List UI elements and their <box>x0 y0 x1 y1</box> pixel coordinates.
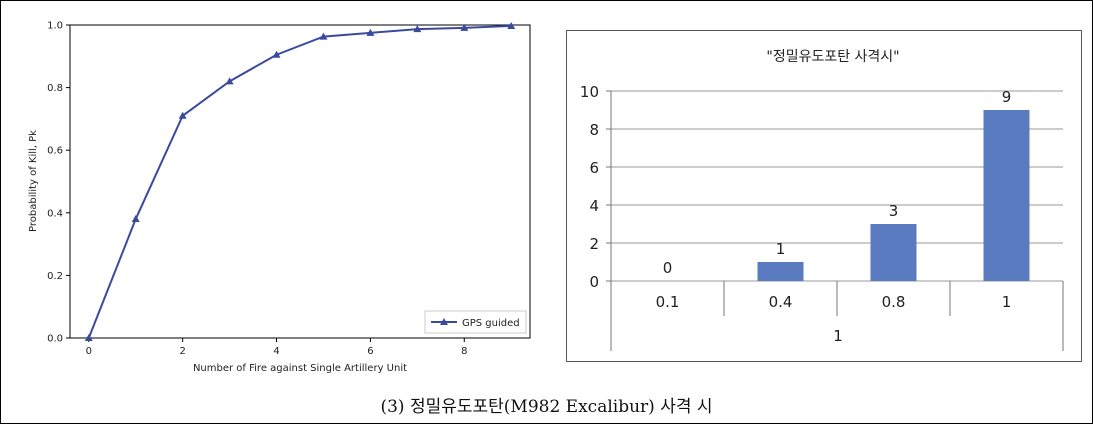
line-data-point <box>272 50 281 58</box>
line-ticks-group: 0 2 4 6 8 0.0 0.2 0.4 0.6 0.8 1.0 <box>47 21 467 358</box>
line-y-axis-label: Probability of Kill, Pk <box>28 130 39 232</box>
bar-data-label: 1 <box>776 240 786 258</box>
precision-shell-bar-chart: "정밀유도포탄 사격시" 0 2 4 6 8 10 0 0.1 1 0.4 3 0.8 9 1 1 <box>566 30 1082 362</box>
line-data-point <box>319 32 328 40</box>
legend-triangle-marker <box>440 318 448 325</box>
legend-series-name: GPS guided <box>462 318 520 329</box>
bar-y-tick-label: 8 <box>589 121 599 139</box>
line-chart-svg: Number of Fire against Single Artillery … <box>28 21 531 374</box>
line-plot-area <box>69 24 531 339</box>
bar-marks-group: 0 0.1 1 0.4 3 0.8 9 1 <box>656 88 1030 311</box>
line-y-tick-label: 1.0 <box>47 21 63 32</box>
line-x-axis-label: Number of Fire against Single Artillery … <box>193 363 407 374</box>
bar-chart-svg: "정밀유도포탄 사격시" 0 2 4 6 8 10 0 0.1 1 0.4 3 0.8 9 1 1 <box>580 49 1064 351</box>
line-data-point <box>413 25 422 33</box>
line-data-point <box>460 23 469 31</box>
bar-data-label: 0 <box>663 259 673 277</box>
pk-line-chart: Number of Fire against Single Artillery … <box>0 0 545 390</box>
bar-mark <box>757 262 804 281</box>
bar-mark <box>870 224 917 281</box>
bar-y-tick-label: 4 <box>589 197 599 215</box>
line-y-tick-label: 0.8 <box>47 83 63 94</box>
line-data-point <box>507 21 516 29</box>
line-x-tick-label: 8 <box>461 346 467 357</box>
bar-y-tick-label: 2 <box>589 235 599 253</box>
bar-y-tick-label: 6 <box>589 159 599 177</box>
line-y-tick-label: 0.6 <box>47 146 63 157</box>
bar-mark <box>983 110 1030 281</box>
line-y-tick-label: 0.0 <box>47 334 63 345</box>
bar-y-tick-label: 0 <box>589 273 599 291</box>
line-x-tick-label: 4 <box>273 346 279 357</box>
bar-category-label: 0.1 <box>656 293 680 311</box>
line-legend: GPS guided <box>424 310 527 334</box>
bar-axis-group <box>610 91 1064 351</box>
legend-box <box>424 310 527 334</box>
bar-group-label: 1 <box>833 327 843 345</box>
line-series-group <box>84 21 516 341</box>
bar-category-label: 0.4 <box>769 293 793 311</box>
line-x-tick-label: 0 <box>86 346 92 357</box>
bar-category-label: 1 <box>1002 293 1012 311</box>
line-x-tick-label: 6 <box>367 346 373 357</box>
figure-caption: (3) 정밀유도포탄(M982 Excalibur) 사격 시 <box>380 397 713 417</box>
line-y-tick-label: 0.4 <box>47 208 63 219</box>
line-data-point <box>225 77 234 85</box>
bar-data-label: 9 <box>1002 88 1012 106</box>
line-data-point <box>131 215 140 223</box>
line-y-tick-label: 0.2 <box>47 271 63 282</box>
line-data-point <box>178 111 187 119</box>
bar-data-label: 3 <box>889 202 899 220</box>
bar-y-tick-label: 10 <box>580 83 599 101</box>
line-data-point <box>366 28 375 36</box>
bar-category-label: 0.8 <box>882 293 906 311</box>
line-data-point <box>84 334 93 341</box>
bar-chart-title: "정밀유도포탄 사격시" <box>766 49 899 65</box>
line-x-tick-label: 2 <box>179 346 185 357</box>
line-series-path <box>87 24 512 339</box>
